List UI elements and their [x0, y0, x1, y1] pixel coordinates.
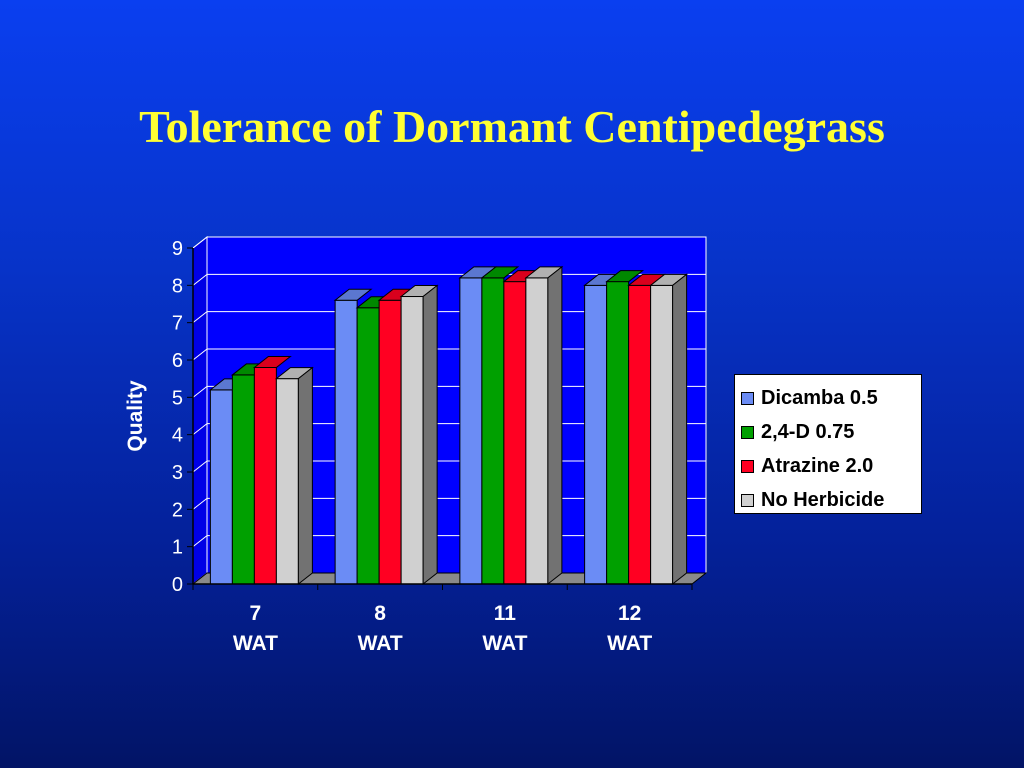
- bar-side: [422, 284, 438, 586]
- legend-label: Atrazine 2.0: [761, 454, 874, 477]
- x-tick-label: 11: [494, 602, 517, 625]
- y-tick-label: 4: [172, 425, 183, 447]
- slide-title: Tolerance of Dormant Centipedegrass: [139, 101, 885, 152]
- bar: [524, 265, 564, 586]
- chart-legend: Dicamba 0.5 2,4-D 0.75 Atrazine 2.0 No H…: [734, 374, 922, 514]
- gridline: [192, 273, 208, 286]
- bar-front: [525, 277, 549, 585]
- x-tick-label: WAT: [233, 632, 278, 655]
- legend-label: No Herbicide: [761, 488, 885, 511]
- bar-front: [584, 284, 608, 585]
- bar-front: [606, 281, 630, 585]
- bar: [274, 366, 314, 586]
- bar-top: [605, 270, 645, 283]
- bar-top: [333, 288, 373, 301]
- bar-front: [253, 366, 277, 585]
- y-tick-label: 8: [172, 275, 183, 297]
- gridline: [192, 497, 208, 510]
- bar-front: [400, 296, 424, 585]
- y-tick-label: 5: [172, 387, 183, 409]
- legend-label: 2,4-D 0.75: [761, 420, 855, 443]
- gridline: [192, 460, 208, 473]
- x-tick-label: 8: [374, 602, 386, 625]
- bar-front: [628, 284, 652, 585]
- x-tick-label: WAT: [607, 632, 652, 655]
- x-tick-label: WAT: [358, 632, 403, 655]
- legend-item: No Herbicide: [741, 483, 915, 517]
- y-tick-label: 2: [172, 499, 183, 521]
- y-tick-label: 7: [172, 313, 183, 335]
- bar-front: [378, 299, 402, 585]
- x-tick-label: WAT: [482, 632, 527, 655]
- chart-side-wall: [192, 235, 208, 586]
- bar-front: [459, 277, 483, 585]
- gridline: [192, 535, 208, 548]
- legend-item: 2,4-D 0.75: [741, 415, 915, 449]
- legend-swatch: [741, 459, 754, 473]
- bar-side: [297, 366, 313, 586]
- x-tick-label: 12: [618, 602, 641, 625]
- bar: [399, 284, 439, 586]
- bar-front: [334, 299, 358, 585]
- gridline: [192, 236, 208, 249]
- legend-swatch: [741, 493, 754, 507]
- gridline: [192, 311, 208, 324]
- legend-item: Atrazine 2.0: [741, 449, 915, 483]
- legend-swatch: [741, 425, 754, 439]
- bar-front: [356, 307, 380, 585]
- legend-swatch: [741, 391, 754, 405]
- bar-front: [650, 284, 674, 585]
- gridline: [192, 348, 208, 361]
- bar-front: [275, 378, 299, 585]
- x-tick-label: 7: [250, 602, 262, 625]
- bar: [649, 273, 689, 586]
- y-tick-label: 1: [172, 537, 183, 559]
- bar-side: [547, 265, 563, 586]
- bar-side: [672, 273, 688, 586]
- bar-front: [481, 277, 505, 585]
- legend-label: Dicamba 0.5: [761, 386, 878, 409]
- y-tick-label: 3: [172, 462, 183, 484]
- bar-front: [209, 389, 233, 585]
- gridline: [192, 423, 208, 436]
- gridline: [192, 385, 208, 398]
- legend-item: Dicamba 0.5: [741, 381, 915, 415]
- y-tick-label: 0: [172, 574, 183, 596]
- y-axis-title: Quality: [124, 380, 147, 452]
- chart-bars: [208, 265, 689, 586]
- y-tick-label: 9: [172, 238, 183, 260]
- bar-front: [503, 281, 527, 585]
- y-tick-label: 6: [172, 350, 183, 372]
- bar-top: [480, 266, 520, 279]
- bar-front: [231, 374, 255, 585]
- bar-top: [252, 355, 292, 368]
